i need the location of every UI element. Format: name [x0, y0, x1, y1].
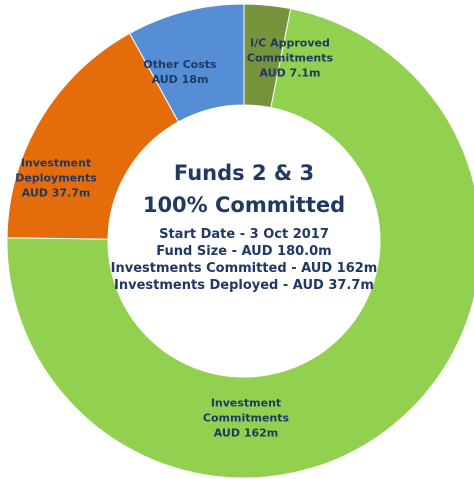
slice-label: Other Costs AUD 18m [135, 57, 225, 87]
slice-label: Investment Deployments AUD 37.7m [6, 156, 106, 201]
category-label: I/C Approved Commitments [246, 36, 334, 65]
annotation: Investments Deployed - AUD 37.7m [114, 278, 374, 293]
slice-label: Investment Commitments AUD 162m [191, 396, 301, 441]
annotation: Fund Size - AUD 180.0m [156, 244, 332, 259]
donut-slice [129, 3, 245, 123]
value-label: AUD 162m [213, 426, 279, 440]
category-label: Other Costs [143, 58, 217, 71]
category-label: Investment Deployments [15, 156, 97, 185]
value-label: AUD 7.1m [259, 66, 321, 80]
category-label: Investment Commitments [202, 396, 290, 425]
chart-subtitle: 100% Committed [142, 193, 346, 217]
value-label: AUD 37.7m [21, 186, 91, 200]
donut-slice [6, 8, 474, 479]
annotation: Investments Committed - AUD 162m [110, 261, 378, 276]
slice-label: I/C Approved Commitments AUD 7.1m [245, 36, 335, 81]
donut-slice [6, 32, 180, 240]
annotation: Start Date - 3 Oct 2017 [159, 227, 329, 242]
chart-title: Funds 2 & 3 [173, 161, 315, 185]
value-label: AUD 18m [151, 73, 209, 86]
